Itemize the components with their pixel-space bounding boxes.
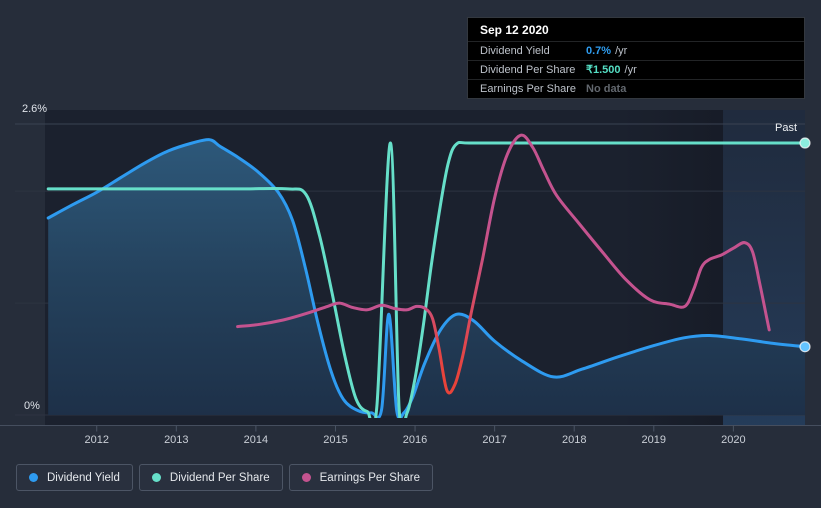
x-tick-label: 2016: [403, 434, 427, 446]
legend-label: Earnings Per Share: [319, 471, 420, 484]
past-label: Past: [774, 122, 797, 134]
earnings-per-share-line: [236, 133, 771, 395]
dividend-per-share-line: [46, 140, 807, 418]
tooltip-value: No data: [586, 80, 626, 98]
legend-label: Dividend Per Share: [169, 471, 270, 484]
series-layer: [46, 133, 807, 418]
yield-area-fill: [48, 139, 805, 418]
x-tick-label: 2013: [164, 434, 188, 446]
tooltip-value-number: ₹1.500: [586, 64, 621, 76]
legend-button-earnings-per-share[interactable]: Earnings Per Share: [288, 464, 433, 491]
legend: Dividend Yield Dividend Per Share Earnin…: [16, 464, 433, 491]
x-tick-label: 2018: [562, 434, 586, 446]
legend-button-dividend-yield[interactable]: Dividend Yield: [16, 464, 133, 491]
tooltip-value: ₹1.500/yr: [586, 61, 637, 79]
x-tick-label: 2017: [482, 434, 506, 446]
legend-button-dividend-per-share[interactable]: Dividend Per Share: [138, 464, 283, 491]
dividend-per-share-end-dot: [799, 137, 811, 149]
tooltip-value-suffix: /yr: [624, 64, 637, 76]
tooltip-row-dividend-per-share: Dividend Per Share ₹1.500/yr: [468, 60, 804, 79]
dividend-per-share-dot-icon: [151, 473, 161, 482]
tooltip-value-number: No data: [586, 83, 627, 95]
x-tick-label: 2020: [721, 434, 745, 446]
earnings-per-share-dot-icon: [301, 473, 311, 482]
tooltip-value-suffix: /yr: [615, 45, 628, 57]
tooltip-date: Sep 12 2020: [480, 23, 549, 37]
x-tick-label: 2012: [84, 434, 108, 446]
tooltip-label: Dividend Per Share: [480, 64, 576, 76]
dividend-yield-end-dot: [799, 341, 811, 353]
x-tick-label: 2015: [323, 434, 347, 446]
legend-label: Dividend Yield: [47, 471, 120, 484]
y-axis-label-bottom: 0%: [24, 400, 40, 412]
x-tick-label: 2019: [642, 434, 666, 446]
tooltip-row-earnings-per-share: Earnings Per Share No data: [468, 79, 804, 98]
dividend-yield-line: [46, 138, 807, 418]
tooltip-label: Earnings Per Share: [480, 83, 576, 95]
chart-tooltip: Sep 12 2020 Dividend Yield 0.7%/yr Divid…: [467, 17, 805, 99]
tooltip-row-dividend-yield: Dividend Yield 0.7%/yr: [468, 41, 804, 60]
tooltip-value: 0.7%/yr: [586, 42, 627, 60]
dividend-yield-dot-icon: [29, 473, 38, 482]
tooltip-label: Dividend Yield: [480, 45, 550, 57]
tooltip-value-number: 0.7%: [586, 45, 612, 57]
x-tick-label: 2014: [244, 434, 268, 446]
y-axis-label-top: 2.6%: [22, 103, 48, 115]
